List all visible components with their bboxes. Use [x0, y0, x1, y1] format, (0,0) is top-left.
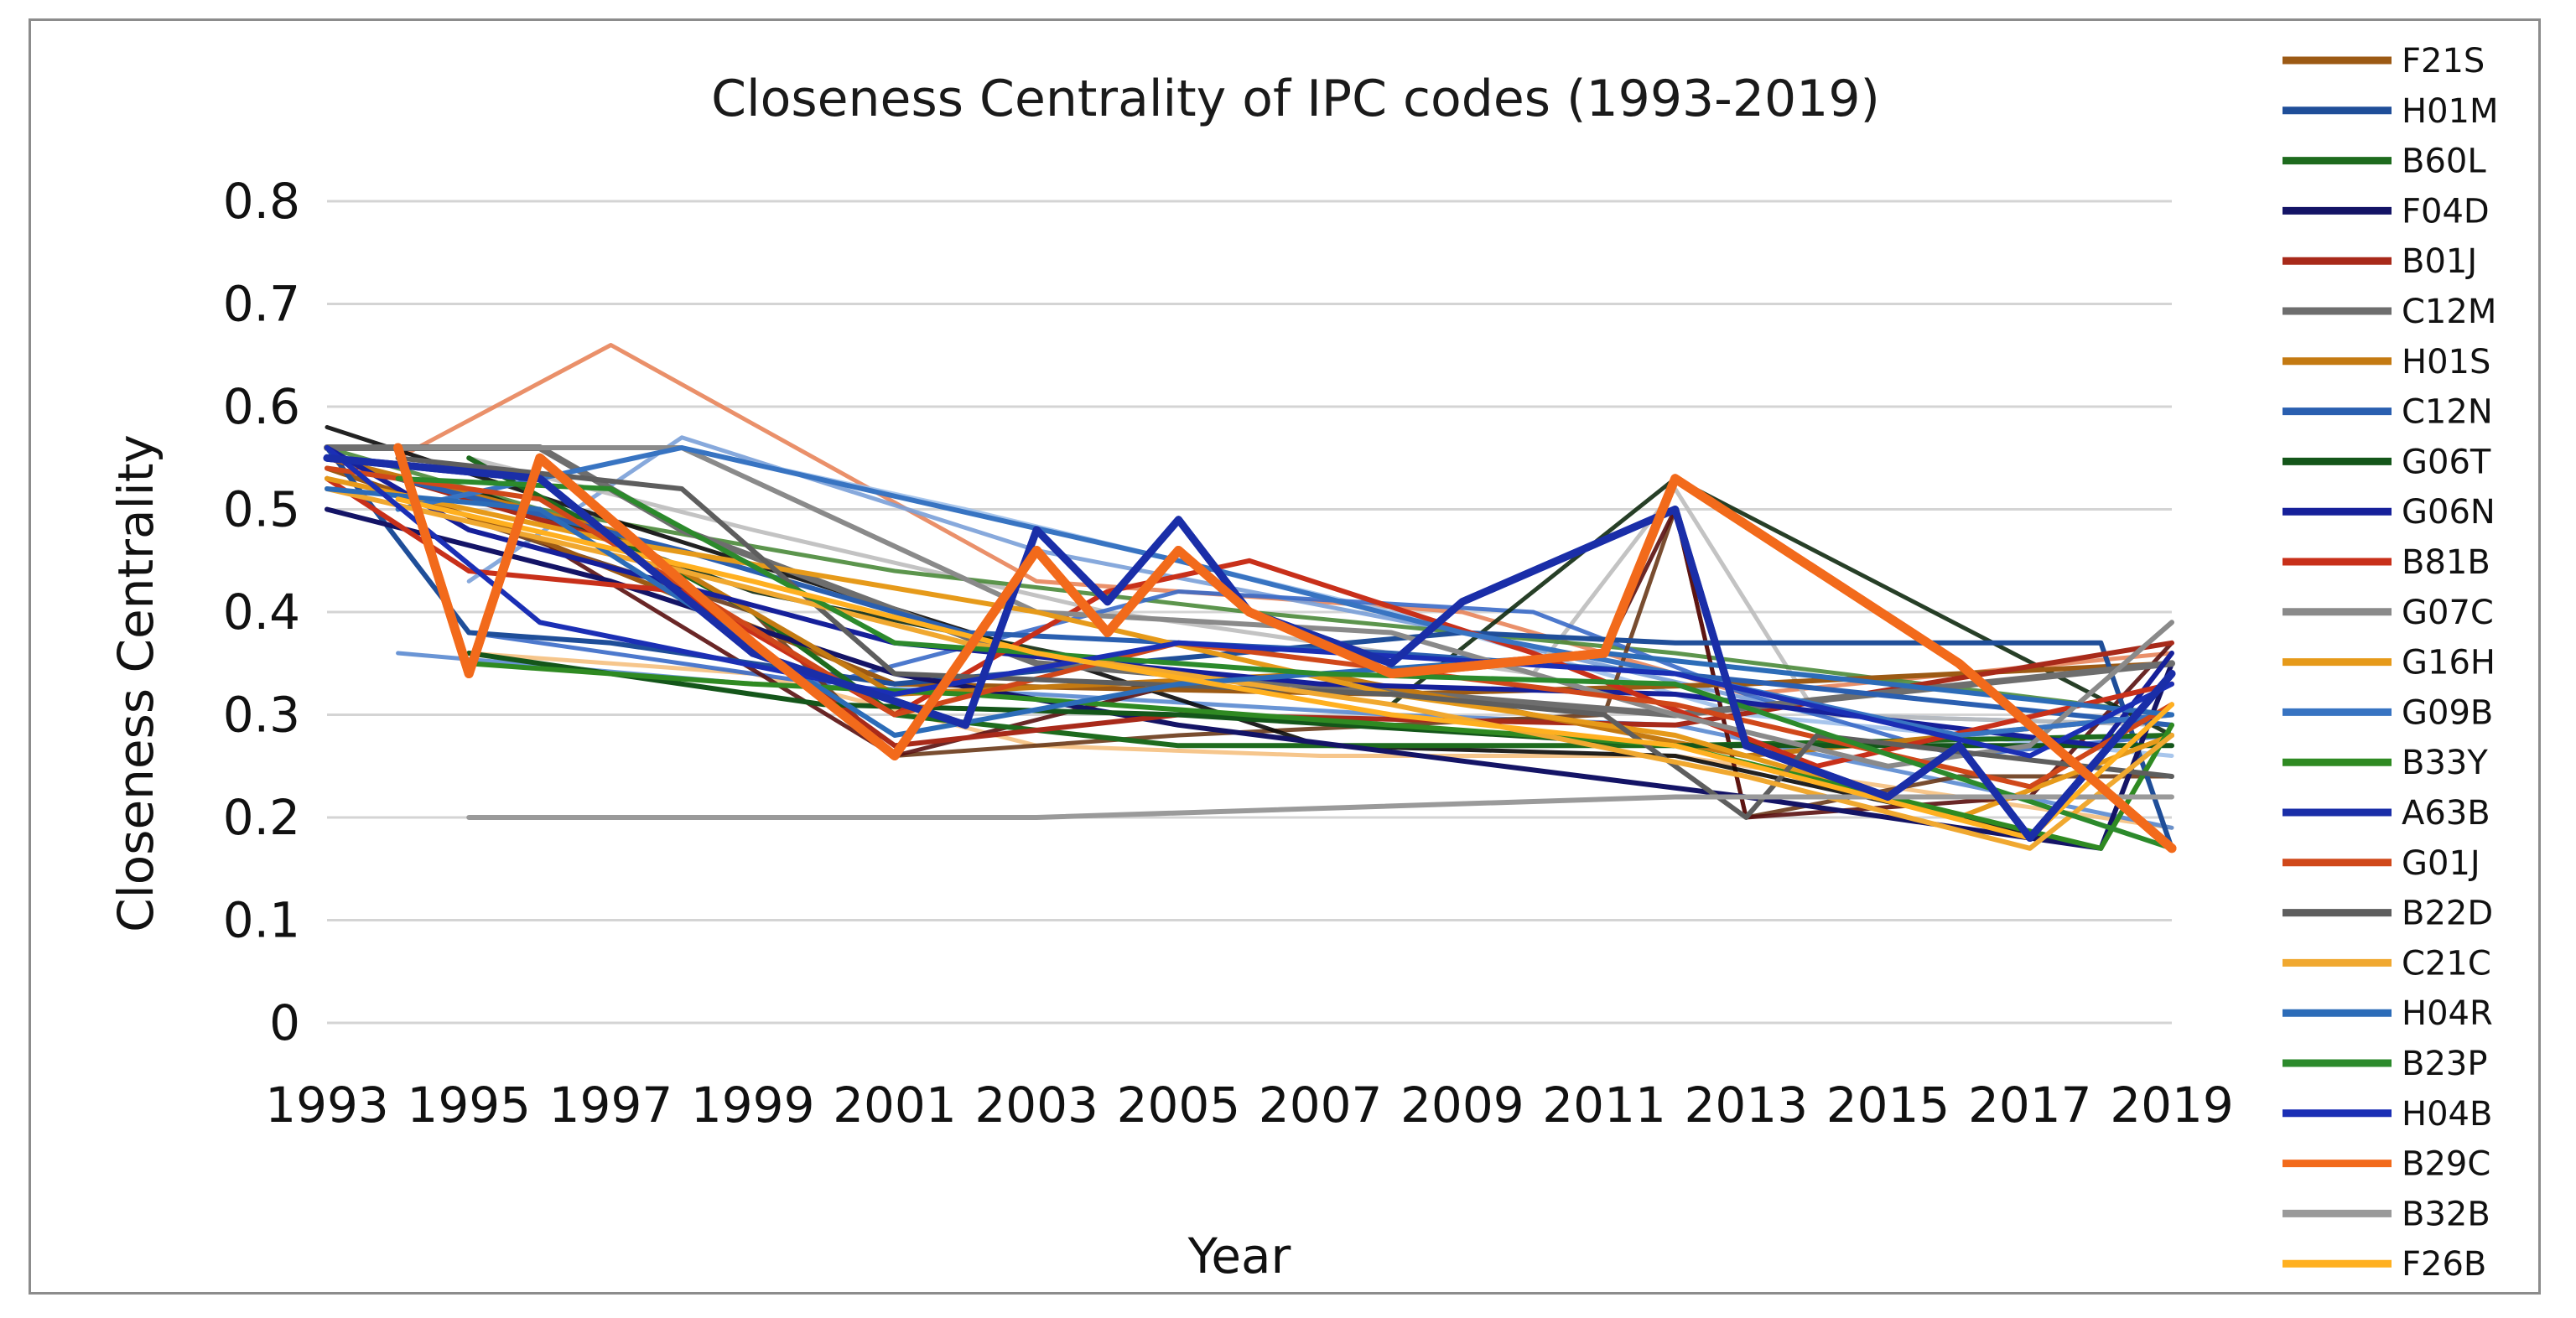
- y-axis-label: Closeness Centrality: [107, 434, 164, 932]
- y-tick-label: 0: [269, 994, 300, 1051]
- legend-label-b29c: B29C: [2402, 1145, 2490, 1184]
- x-tick-label: 1995: [407, 1077, 531, 1134]
- legend-label-g06t: G06T: [2402, 443, 2491, 481]
- legend-label-b23p: B23P: [2402, 1045, 2487, 1083]
- legend-label-b32b: B32B: [2402, 1195, 2490, 1233]
- x-tick-label: 1997: [549, 1077, 673, 1134]
- legend-label-h04r: H04R: [2402, 994, 2493, 1033]
- series-line-b01j: [325, 455, 2174, 749]
- x-tick-label: 2013: [1685, 1077, 1809, 1134]
- legend-label-b01j: B01J: [2402, 242, 2477, 281]
- x-tick-label: 2007: [1259, 1077, 1383, 1134]
- series-lines: [323, 343, 2177, 854]
- series-line-c21c: [325, 486, 2174, 851]
- x-tick-label: 2017: [1968, 1077, 2092, 1134]
- legend-label-g07c: G07C: [2402, 594, 2494, 632]
- legend-label-g16h: G16H: [2402, 644, 2496, 682]
- legend-label-b81b: B81B: [2402, 543, 2490, 582]
- x-tick-label: 1993: [265, 1077, 389, 1134]
- x-tick-label: 2019: [2110, 1077, 2234, 1134]
- y-tick-label: 0.1: [223, 892, 300, 949]
- legend-label-g06n: G06N: [2402, 493, 2496, 532]
- legend-label-h01m: H01M: [2402, 92, 2499, 131]
- legend-label-b60l: B60L: [2402, 143, 2486, 181]
- legend-label-b33y: B33Y: [2402, 744, 2488, 782]
- gridlines: [327, 200, 2172, 1025]
- series-line-b33y: [466, 661, 2174, 851]
- legend-label-f21s: F21S: [2402, 42, 2485, 80]
- series-line-h04b: [325, 445, 2174, 759]
- x-tick-label: 2003: [974, 1077, 1098, 1134]
- x-axis-label: Year: [1187, 1227, 1291, 1284]
- x-tick-labels: 1993 1995 1997 1999 2001 2003 2005 2007 2009 2011…: [265, 1077, 2234, 1134]
- x-tick-label: 2005: [1117, 1077, 1241, 1134]
- y-tick-label: 0.3: [223, 687, 300, 744]
- x-tick-label: 2011: [1542, 1077, 1666, 1134]
- legend-label-c21c: C21C: [2402, 944, 2491, 983]
- legend-label-c12n: C12N: [2402, 393, 2493, 432]
- series-line-b29c-top: [393, 443, 2177, 854]
- x-tick-label: 1999: [691, 1077, 815, 1134]
- series-line-h01m: [325, 445, 2174, 851]
- series-line-g06t: [466, 651, 2174, 749]
- legend-label-b22d: B22D: [2402, 895, 2493, 933]
- series-line-b32b: [466, 794, 2174, 820]
- legend-label-h01s: H01S: [2402, 343, 2490, 381]
- legend-label-g09b: G09B: [2402, 693, 2493, 732]
- y-tick-label: 0.2: [223, 789, 300, 846]
- x-tick-label: 2009: [1400, 1077, 1524, 1134]
- y-tick-label: 0.6: [223, 378, 300, 435]
- legend-label-a63b: A63B: [2402, 794, 2490, 833]
- y-tick-labels: 0 0.1 0.2 0.3 0.4 0.5 0.6 0.7 0.8: [223, 173, 300, 1051]
- y-tick-label: 0.4: [223, 584, 300, 641]
- y-tick-label: 0.8: [223, 173, 300, 230]
- series-line-g09b: [395, 445, 2174, 738]
- x-tick-label: 2001: [833, 1077, 957, 1134]
- series-line-b22d: [395, 455, 2174, 820]
- series-line-b23p: [395, 475, 2174, 851]
- series-line-a63b-top: [323, 454, 2176, 842]
- legend-label-g01j: G01J: [2402, 844, 2480, 883]
- series-line-h04r: [325, 486, 2174, 738]
- legend-label-h04b: H04B: [2402, 1095, 2492, 1134]
- chart-title: Closeness Centrality of IPC codes (1993-…: [711, 70, 1880, 128]
- legend-label-c12m: C12M: [2402, 293, 2496, 331]
- legend: F21S H01M B60L F04D B01J C12M H01S C12N G06T G06N…: [2283, 42, 2499, 1284]
- x-tick-label: 2015: [1826, 1077, 1950, 1134]
- legend-label-f26b: F26B: [2402, 1245, 2486, 1284]
- y-tick-label: 0.5: [223, 481, 300, 538]
- y-tick-label: 0.7: [223, 276, 300, 333]
- legend-label-f04d: F04D: [2402, 192, 2490, 231]
